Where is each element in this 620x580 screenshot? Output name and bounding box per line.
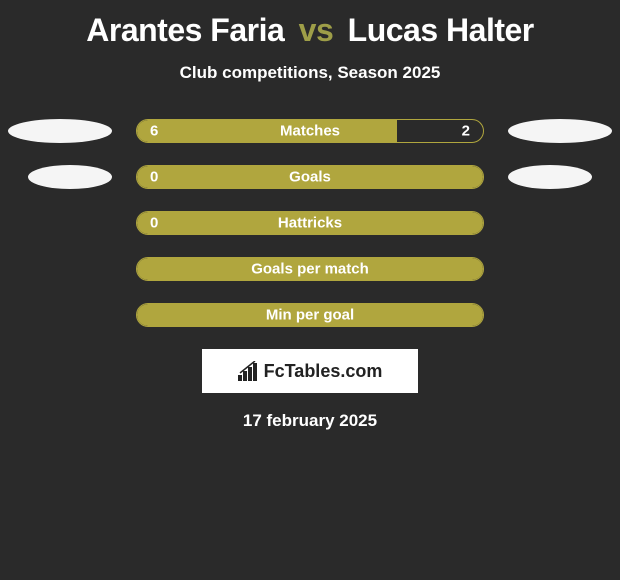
goals-left-value: 0: [150, 169, 158, 186]
comparison-title: Arantes Faria vs Lucas Halter: [0, 0, 620, 49]
matches-left-value: 6: [150, 123, 158, 140]
stats-container: 6 Matches 2 0 Goals 0 Hattricks: [0, 119, 620, 327]
bar-goals: 0 Goals: [136, 165, 484, 189]
stat-row-gpm: Goals per match: [8, 257, 612, 281]
gpm-label: Goals per match: [251, 261, 369, 278]
stat-row-matches: 6 Matches 2: [8, 119, 612, 143]
stat-row-goals: 0 Goals: [8, 165, 612, 189]
stat-row-hattricks: 0 Hattricks: [8, 211, 612, 235]
stat-row-mpg: Min per goal: [8, 303, 612, 327]
ellipse-left-icon: [28, 165, 112, 189]
player2-name: Lucas Halter: [348, 12, 534, 48]
matches-right-value: 2: [462, 123, 470, 140]
mpg-label: Min per goal: [266, 307, 354, 324]
matches-label: Matches: [280, 123, 340, 140]
logo-text: FcTables.com: [264, 361, 383, 382]
goals-label: Goals: [289, 169, 331, 186]
logo-box: FcTables.com: [202, 349, 418, 393]
ellipse-left-icon: [8, 119, 112, 143]
bar-matches: 6 Matches 2: [136, 119, 484, 143]
bar-gpm: Goals per match: [136, 257, 484, 281]
hattricks-left-value: 0: [150, 215, 158, 232]
bar-hattricks: 0 Hattricks: [136, 211, 484, 235]
date-text: 17 february 2025: [0, 411, 620, 431]
hattricks-label: Hattricks: [278, 215, 342, 232]
chart-icon: [238, 361, 260, 381]
ellipse-right-icon: [508, 165, 592, 189]
subtitle: Club competitions, Season 2025: [0, 63, 620, 83]
ellipse-right-icon: [508, 119, 612, 143]
player1-name: Arantes Faria: [86, 12, 284, 48]
vs-text: vs: [299, 12, 334, 48]
logo-content: FcTables.com: [238, 361, 383, 382]
bar-mpg: Min per goal: [136, 303, 484, 327]
